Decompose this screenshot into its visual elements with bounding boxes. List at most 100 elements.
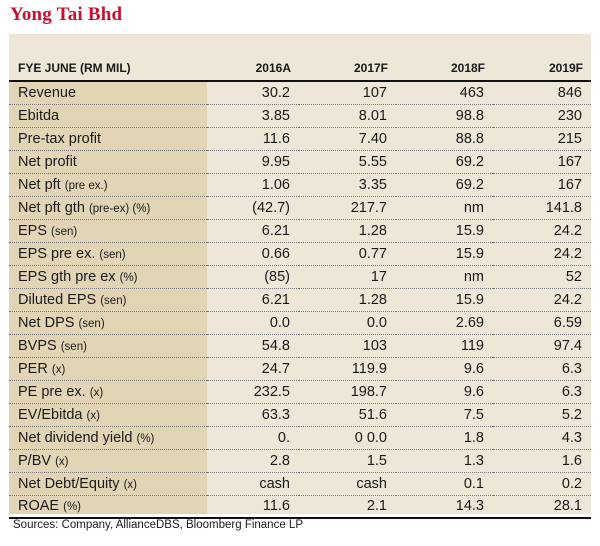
table-cell: 119: [396, 334, 493, 358]
table-cell: 54.8: [207, 334, 299, 358]
header-2017f: 2017F: [299, 56, 396, 82]
table-cell: 24.2: [493, 219, 591, 243]
table-cell: 15.9: [396, 242, 493, 266]
table-row: EPS pre ex. (sen) 0.66 0.77 15.9 24.2: [9, 242, 591, 266]
table-cell: nm: [396, 196, 493, 220]
table-cell: 3.35: [299, 173, 396, 197]
table-row: Net dividend yield (%) 0. 0 0.0 1.8 4.3: [9, 426, 591, 450]
table-cell: 6.21: [207, 219, 299, 243]
row-unit: (sen): [51, 225, 78, 238]
table-cell: 846: [493, 81, 591, 105]
sources-note: Sources: Company, AllianceDBS, Bloomberg…: [13, 519, 303, 531]
row-unit: (sen): [99, 248, 126, 261]
row-unit: (x): [86, 409, 100, 422]
table-cell: 98.8: [396, 104, 493, 128]
table-cell: 24.7: [207, 357, 299, 381]
table-cell: cash: [299, 472, 396, 496]
table-cell: 103: [299, 334, 396, 358]
table-cell: 5.2: [493, 403, 591, 427]
table-row: Diluted EPS (sen) 6.21 1.28 15.9 24.2: [9, 288, 591, 312]
row-label: Net DPS (sen): [9, 311, 207, 335]
row-unit: (%): [119, 271, 138, 284]
table-cell: 1.28: [299, 219, 396, 243]
row-label-text: Net Debt/Equity: [18, 475, 120, 492]
row-label: Net pft gth (pre-ex) (%): [9, 196, 207, 220]
row-label: Diluted EPS (sen): [9, 288, 207, 312]
table-cell: 2.8: [207, 449, 299, 473]
table-cell: 24.2: [493, 288, 591, 312]
table-cell: 7.5: [396, 403, 493, 427]
table-cell: 5.55: [299, 150, 396, 174]
row-label: Net profit: [9, 150, 207, 174]
table-cell: 217.7: [299, 196, 396, 220]
header-row: FYE JUNE (RM MIL) 2016A 2017F 2018F 2019…: [9, 56, 591, 82]
table-row: Pre-tax profit 11.6 7.40 88.8 215: [9, 127, 591, 151]
row-label-text: Net dividend yield: [18, 429, 133, 446]
table-cell: 51.6: [299, 403, 396, 427]
table-row: BVPS (sen) 54.8 103 119 97.4: [9, 334, 591, 358]
row-label: Net Debt/Equity (x): [9, 472, 207, 496]
financial-table: FYE JUNE (RM MIL) 2016A 2017F 2018F 2019…: [9, 56, 591, 519]
row-unit: (%): [63, 501, 82, 514]
table-cell: 6.3: [493, 357, 591, 381]
row-label-text: Ebitda: [18, 107, 60, 124]
table-cell: 4.3: [493, 426, 591, 450]
table-cell: 1.28: [299, 288, 396, 312]
row-label-text: Diluted EPS: [18, 291, 97, 308]
table-title: Yong Tai Bhd: [10, 4, 123, 25]
row-label-text: Net pft gth: [18, 199, 85, 216]
row-label: EPS pre ex. (sen): [9, 242, 207, 266]
table-cell: 0.0: [299, 311, 396, 335]
row-label-text: Net DPS: [18, 314, 75, 331]
row-unit: (x): [89, 386, 104, 399]
table-cell: (85): [207, 265, 299, 289]
table-cell: 0 0.0: [299, 426, 396, 450]
table-cell: 7.40: [299, 127, 396, 151]
row-unit: (pre-ex) (%): [88, 202, 151, 215]
table-body: Revenue 30.2 107 463 846 Ebitda 3.85 8.01 98.8 23…: [9, 81, 591, 519]
table-cell: 52: [493, 265, 591, 289]
table-row: Net pft gth (pre-ex) (%) (42.7) 217.7 nm 141…: [9, 196, 591, 220]
table-cell: 1.6: [493, 449, 591, 473]
row-label-text: PER: [18, 360, 48, 377]
row-label: EPS (sen): [9, 219, 207, 243]
row-label: Ebitda: [9, 104, 207, 128]
table-cell: 232.5: [207, 380, 299, 404]
table-row: PER (x) 24.7 119.9 9.6 6.3: [9, 357, 591, 381]
table-row: EV/Ebitda (x) 63.3 51.6 7.5 5.2: [9, 403, 591, 427]
table-cell: 141.8: [493, 196, 591, 220]
table-cell: 69.2: [396, 150, 493, 174]
row-label: Revenue: [9, 81, 207, 105]
header-label: FYE JUNE (RM MIL): [9, 56, 207, 82]
table-cell: 6.21: [207, 288, 299, 312]
header-2016a: 2016A: [207, 56, 299, 82]
row-label-text: EPS pre ex.: [18, 245, 96, 262]
row-unit: (x): [55, 455, 69, 468]
table-row: Net pft (pre ex.) 1.06 3.35 69.2 167: [9, 173, 591, 197]
row-label-text: Pre-tax profit: [18, 130, 101, 147]
row-label-text: Revenue: [18, 84, 77, 101]
row-label: Net pft (pre ex.): [9, 173, 207, 197]
row-label: Net dividend yield (%): [9, 426, 207, 450]
row-label: Pre-tax profit: [9, 127, 207, 151]
row-label-text: BVPS: [18, 337, 57, 354]
table-cell: 167: [493, 150, 591, 174]
table-cell: 15.9: [396, 219, 493, 243]
table-cell: 463: [396, 81, 493, 105]
row-unit: (sen): [78, 317, 105, 330]
table-cell: 9.95: [207, 150, 299, 174]
row-label: P/BV (x): [9, 449, 207, 473]
table-cell: cash: [207, 472, 299, 496]
header-2018f: 2018F: [396, 56, 493, 82]
table-cell: 0.66: [207, 242, 299, 266]
table-cell: nm: [396, 265, 493, 289]
table-row: Net profit 9.95 5.55 69.2 167: [9, 150, 591, 174]
table-cell: 0.77: [299, 242, 396, 266]
table-cell: 15.9: [396, 288, 493, 312]
table-cell: 0.2: [493, 472, 591, 496]
table-cell: 30.2: [207, 81, 299, 105]
table-cell: 1.5: [299, 449, 396, 473]
row-label-text: ROAE: [18, 498, 60, 515]
table-cell: 69.2: [396, 173, 493, 197]
table-cell: 8.01: [299, 104, 396, 128]
